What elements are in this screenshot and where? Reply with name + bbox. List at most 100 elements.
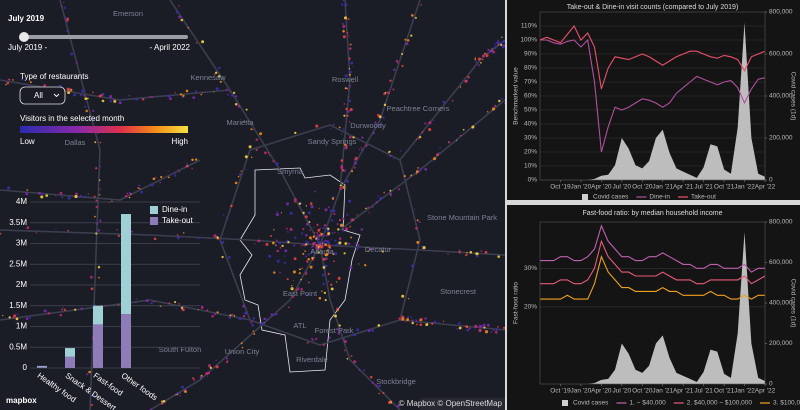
visitor-dot [160, 175, 163, 179]
visitor-dot [410, 14, 414, 17]
visitor-dot [126, 192, 129, 195]
visitor-dot [63, 1, 65, 4]
x-tick-label: Apr '21 [673, 184, 694, 191]
visitor-dot [482, 54, 485, 58]
visitor-dot [252, 129, 254, 131]
visitor-dot [300, 288, 303, 291]
visitor-dot [84, 195, 87, 198]
visitor-dot [337, 276, 341, 280]
visitor-dot [504, 44, 505, 46]
visitor-dot [476, 255, 479, 258]
visitor-dot [294, 131, 297, 135]
visitor-dot [311, 242, 314, 245]
y-tick-label: 1M [16, 322, 27, 331]
visitor-dot [480, 250, 483, 252]
visitor-dot [197, 237, 200, 240]
visitor-dot [344, 349, 346, 352]
visitor-dot [252, 317, 256, 320]
visitor-dot [232, 91, 236, 95]
visitor-dot [306, 260, 309, 263]
visitor-dot [466, 251, 468, 254]
visitor-dot [346, 114, 348, 116]
visitor-dot [124, 194, 128, 198]
y2-tick-label: 800,000 [769, 219, 793, 226]
visitor-dot [194, 158, 198, 161]
visitor-dot [501, 42, 503, 44]
visitor-dot [226, 360, 229, 362]
y2-tick-label: 200,000 [769, 340, 793, 347]
place-label: Emerson [113, 9, 143, 18]
visitor-dot [480, 62, 482, 64]
visitor-dot [242, 304, 245, 308]
type-dropdown[interactable] [19, 86, 66, 105]
visitor-dot [292, 295, 295, 298]
legend-label: 2. $40,000 ~ $100,000 [687, 400, 753, 407]
visitor-dot [238, 173, 242, 176]
visitor-dot [411, 264, 415, 268]
visitor-dot [63, 308, 67, 311]
bar-segment [37, 366, 47, 368]
visitor-dot [483, 326, 486, 329]
visitor-dot [305, 205, 308, 207]
visitor-dot [116, 229, 118, 231]
y-tick-label: 40% [524, 121, 537, 128]
visitor-dot [305, 222, 309, 226]
visitor-dot [250, 156, 253, 159]
visitor-dot [78, 196, 81, 199]
visitor-dot [237, 105, 241, 108]
visitor-dot [43, 309, 47, 313]
visitor-dot [350, 236, 353, 239]
y-tick-label: 2.5M [9, 259, 27, 268]
visitor-dot [291, 284, 293, 287]
visitor-dot [406, 318, 410, 322]
visitor-dot [310, 250, 314, 253]
visitor-dot [486, 323, 490, 327]
visitor-dot [332, 209, 336, 213]
visitor-dot [358, 148, 361, 151]
legend-swatch [150, 217, 158, 225]
visitor-dot [176, 236, 180, 240]
visitor-dot [74, 194, 78, 199]
visitor-dot [354, 166, 356, 169]
visitor-dot [330, 219, 334, 222]
visitor-dot [330, 283, 333, 286]
y-tick-label: 0 [23, 363, 28, 372]
visitor-dot [227, 93, 229, 96]
visitor-dot [176, 392, 179, 395]
x-tick-label: Jan '22 [734, 184, 755, 191]
visitor-dot [240, 342, 243, 345]
visitor-dot [303, 243, 306, 247]
visitor-dot [283, 255, 286, 257]
visitor-dot [112, 98, 115, 101]
visitor-dot [16, 313, 19, 316]
slider-knob[interactable] [19, 32, 29, 42]
visitor-dot [216, 236, 219, 239]
visitor-dot [140, 190, 143, 194]
panel-divider [505, 200, 800, 205]
visitor-dot [315, 238, 317, 240]
visitor-dot [215, 365, 219, 369]
visitor-dot [167, 170, 169, 172]
visitor-dot [489, 49, 493, 53]
visitor-dot [344, 3, 348, 6]
visitor-dot [361, 148, 364, 151]
visitor-dot [352, 80, 354, 83]
visitor-dot [439, 146, 441, 149]
visitor-dot [469, 251, 473, 254]
visitor-dot [293, 257, 297, 261]
x-tick-label: Apr '22 [755, 388, 776, 395]
visitor-dot [398, 317, 401, 320]
place-label: Stone Mountain Park [427, 213, 497, 222]
visitor-dot [26, 226, 30, 230]
visitor-dot [25, 317, 29, 321]
visitor-dot [309, 229, 311, 232]
visitor-dot [288, 306, 290, 309]
visitor-dot [424, 317, 427, 320]
visitor-dot [332, 295, 334, 297]
place-label: Forest Park [315, 326, 354, 335]
visitor-dot [324, 208, 328, 212]
visitor-dot [495, 42, 497, 44]
visitor-dot [155, 176, 157, 179]
visitor-dot [280, 212, 283, 214]
